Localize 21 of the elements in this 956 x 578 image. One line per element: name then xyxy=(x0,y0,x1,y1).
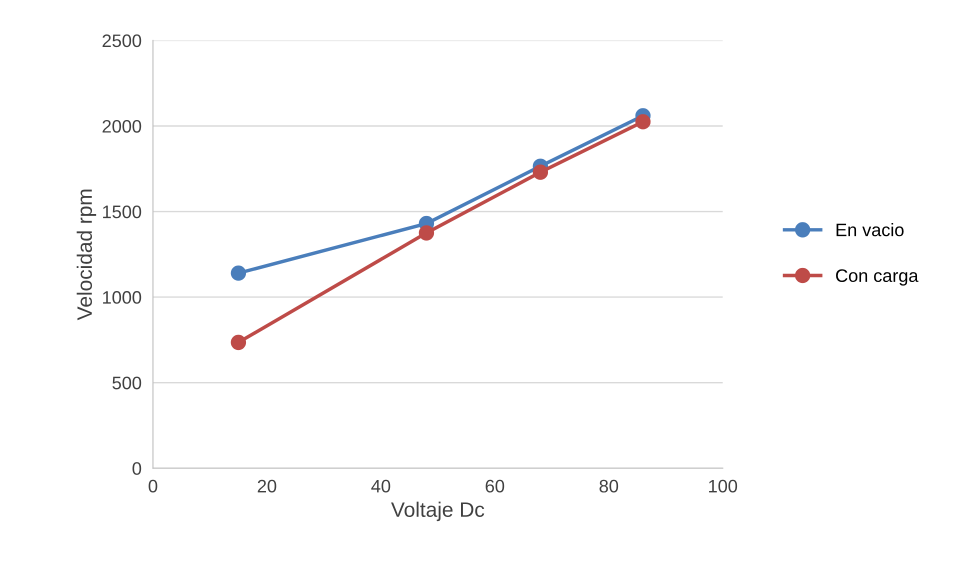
x-tick-label: 20 xyxy=(258,480,276,493)
y-tick-label: 1000 xyxy=(103,291,142,304)
y-tick-label: 0 xyxy=(132,462,142,475)
legend-label: Con carga xyxy=(836,269,918,286)
legend-label: En vacio xyxy=(836,223,904,236)
y-tick-label: 2000 xyxy=(102,120,142,133)
x-tick-label: 100 xyxy=(709,480,738,493)
x-tick-label: 80 xyxy=(600,480,618,493)
y-tick-label: 1500 xyxy=(103,205,142,218)
y-tick-label: 500 xyxy=(112,376,142,390)
x-tick-label: 40 xyxy=(371,480,390,493)
point xyxy=(635,114,651,130)
y-axis-title: Velocidad rpm xyxy=(76,190,96,320)
y-tick-label: 2500 xyxy=(102,34,142,48)
x-tick-label: 60 xyxy=(486,480,504,493)
point xyxy=(230,334,246,350)
point xyxy=(418,225,434,241)
point xyxy=(230,266,246,281)
x-tick-label: 0 xyxy=(148,480,158,493)
point xyxy=(532,164,548,180)
x-axis-title: Voltaje Dc xyxy=(391,502,484,522)
